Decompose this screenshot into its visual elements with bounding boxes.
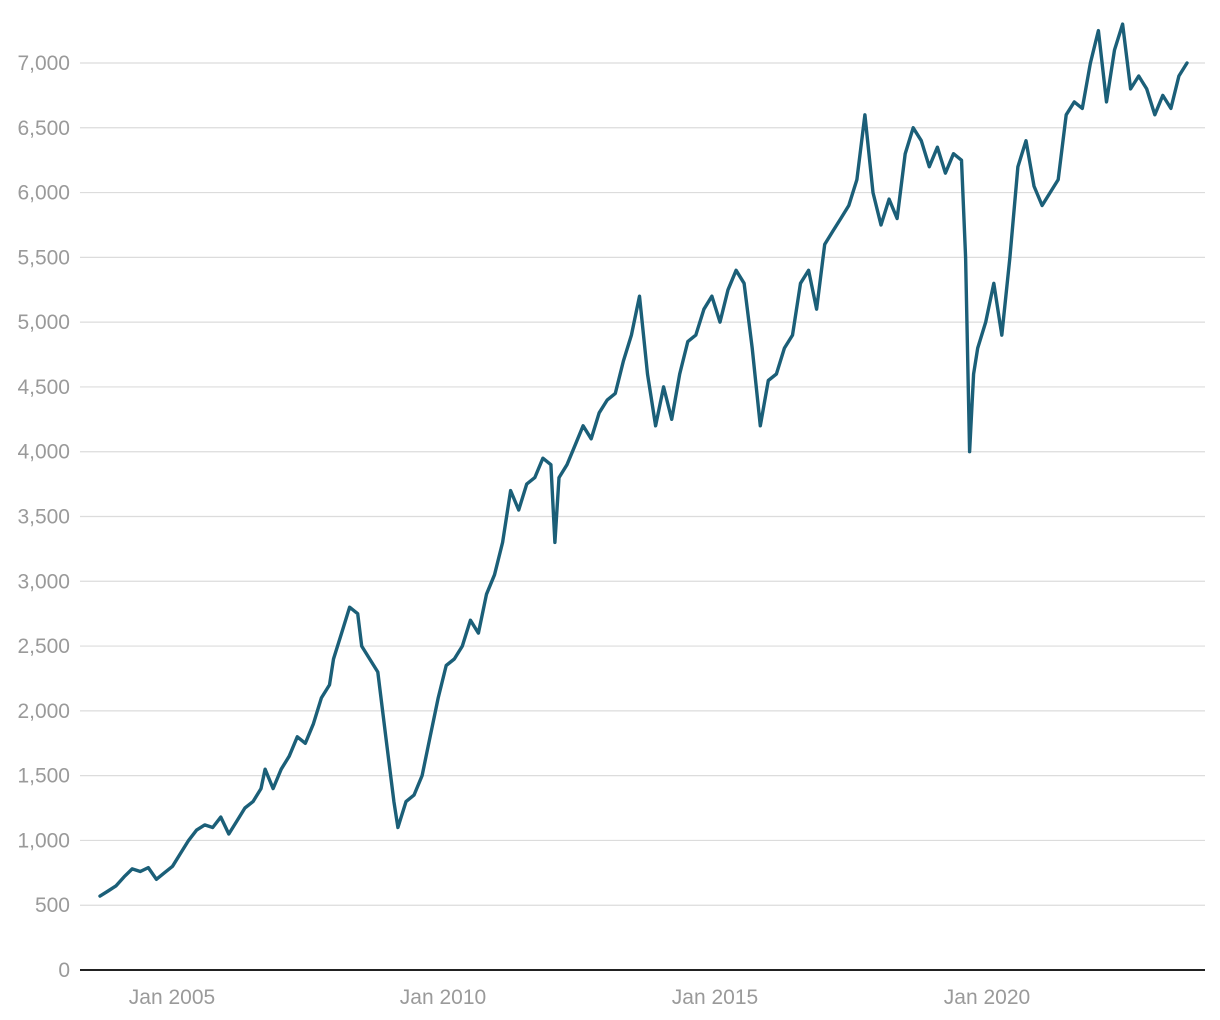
y-tick-label: 3,000 [17, 570, 70, 593]
y-tick-label: 4,000 [17, 441, 70, 464]
y-axis-ticks: 0 500 1,000 1,500 2,000 2,500 3,000 3,500 4,000 4… [17, 52, 70, 982]
y-tick-label: 7,000 [17, 52, 70, 75]
y-tick-label: 4,500 [17, 376, 70, 399]
x-tick-label: Jan 2005 [129, 986, 215, 1009]
x-tick-label: Jan 2015 [672, 986, 758, 1009]
y-tick-label: 500 [35, 894, 70, 917]
series-layer [98, 22, 1189, 898]
y-tick-label: 5,500 [17, 246, 70, 269]
y-tick-label: 1,000 [17, 829, 70, 852]
y-tick-label: 1,500 [17, 765, 70, 788]
y-tick-label: 6,000 [17, 182, 70, 205]
gridlines [80, 62, 1205, 906]
y-tick-label: 6,500 [17, 117, 70, 140]
y-tick-label: 2,000 [17, 700, 70, 723]
y-tick-label: 0 [58, 959, 70, 982]
y-tick-label: 5,000 [17, 311, 70, 334]
x-axis-ticks: Jan 2005 Jan 2010 Jan 2015 Jan 2020 [129, 986, 1030, 1009]
y-tick-label: 3,500 [17, 506, 70, 529]
x-tick-label: Jan 2020 [944, 986, 1030, 1009]
y-tick-label: 2,500 [17, 635, 70, 658]
series-line-index [98, 22, 1189, 898]
x-tick-label: Jan 2010 [400, 986, 486, 1009]
